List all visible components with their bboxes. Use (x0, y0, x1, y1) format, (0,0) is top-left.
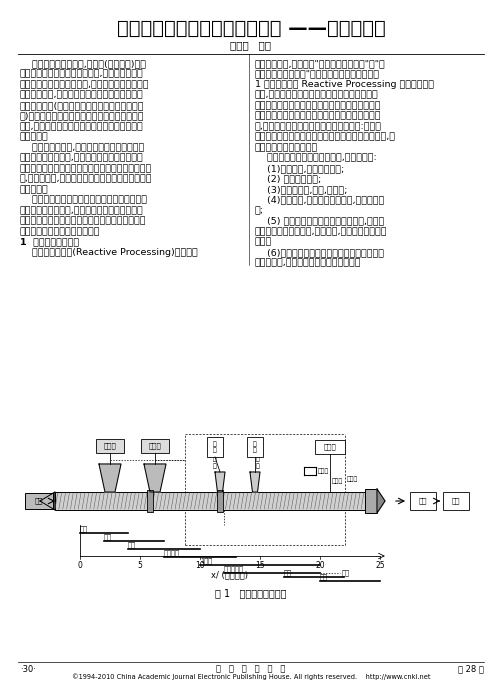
Text: 造粒: 造粒 (418, 498, 426, 504)
Text: 聚合物的加工,其定义是"利用反应的加工法"和"控: 聚合物的加工,其定义是"利用反应的加工法"和"控 (255, 59, 385, 68)
Text: 加料: 加料 (104, 534, 112, 540)
Bar (141, 439, 169, 453)
Text: 熔融: 熔融 (128, 541, 136, 548)
Text: 排出: 排出 (319, 573, 327, 580)
Text: 开始反应: 开始反应 (164, 549, 180, 556)
Text: x/ (螺杆直径): x/ (螺杆直径) (211, 570, 248, 579)
Text: 重要课题。: 重要课题。 (20, 132, 49, 141)
Text: (5) 与聚合物共混等操作可自由组合,脱挥发: (5) 与聚合物共混等操作可自由组合,脱挥发 (255, 217, 383, 226)
Text: 化   工   新   型   材   料: 化 工 新 型 材 料 (216, 665, 285, 674)
Text: 也在迅速发展,特别是不同种类聚合物的复合技术: 也在迅速发展,特别是不同种类聚合物的复合技术 (20, 91, 143, 99)
Text: 料)技术近十几年来正以两位数增长率快速发展。: 料)技术近十几年来正以两位数增长率快速发展。 (20, 112, 144, 121)
Text: 混料器: 混料器 (103, 442, 116, 449)
Text: 性弹性体等产量少、品种多,附加价値高的产品技术: 性弹性体等产量少、品种多,附加价値高的产品技术 (20, 80, 149, 89)
Text: 利用成型加工机实现塑料功能化 ——反应性加工: 利用成型加工机实现塑料功能化 ——反应性加工 (116, 19, 385, 38)
Text: 七
助: 七 助 (256, 457, 260, 469)
Text: 与发展的可行性及存在的问题。: 与发展的可行性及存在的问题。 (20, 227, 100, 236)
Bar (442, 492, 468, 510)
Text: 图 1   反应性加工示意图: 图 1 反应性加工示意图 (215, 588, 286, 598)
Text: 术。本文介绍反应性加工的基本原理并介绍其应用: 术。本文介绍反应性加工的基本原理并介绍其应用 (20, 217, 146, 226)
Text: 排气口: 排气口 (331, 478, 343, 484)
Text: (6)在控制化学结构的同时可以控制细微组织: (6)在控制化学结构的同时可以控制细微组织 (255, 248, 383, 257)
Text: 即聚合物合金(现在是最令人关注的高附加价値塑: 即聚合物合金(现在是最令人关注的高附加价値塑 (20, 101, 144, 110)
Text: 15: 15 (255, 561, 265, 570)
Text: 液
罐: 液 罐 (213, 441, 216, 453)
Text: 热门技术。此技术以已有的聚合物或其他物质作原: 热门技术。此技术以已有的聚合物或其他物质作原 (255, 112, 381, 121)
Text: 七
料: 七 料 (213, 457, 216, 469)
Text: 等的改革。: 等的改革。 (20, 185, 49, 194)
Text: 20: 20 (315, 561, 324, 570)
Bar (55, 492, 364, 510)
Text: ©1994-2010 China Academic Journal Electronic Publishing House. All rights reserv: ©1994-2010 China Academic Journal Electr… (72, 674, 429, 681)
Text: 真空泵: 真空泵 (323, 444, 336, 450)
Text: 液
罐: 液 罐 (253, 441, 257, 453)
Text: 反应性加工就是可以解决这样一些问题的新的: 反应性加工就是可以解决这样一些问题的新的 (20, 196, 147, 204)
Text: (1)操作连续,可小批量生产;: (1)操作连续,可小批量生产; (255, 164, 344, 173)
Polygon shape (40, 492, 55, 510)
Text: 分解: 分解 (341, 569, 349, 576)
Bar (147, 490, 153, 512)
Text: 第 28 卷: 第 28 卷 (457, 665, 483, 674)
Text: 此外,废塑料回收再生技术最近也是塑料工业界的: 此外,废塑料回收再生技术最近也是塑料工业界的 (20, 122, 143, 131)
Text: 5: 5 (137, 561, 142, 570)
Text: 分、造粒、成型加工等,过程简化,可形成一元化操作: 分、造粒、成型加工等,过程简化,可形成一元化操作 (255, 227, 387, 236)
Bar (246, 437, 263, 457)
Text: 料,在螺杆挣出机内进行一系列聚合反应如:共聚、: 料,在螺杆挣出机内进行一系列聚合反应如:共聚、 (255, 122, 381, 131)
Text: ·30·: ·30· (20, 665, 36, 674)
Text: 造高附加价値的聚合物。: 造高附加价値的聚合物。 (255, 143, 318, 152)
Text: 10: 10 (195, 561, 204, 570)
Polygon shape (144, 464, 166, 492)
Text: 随着塑料工业的发展,其产量(接容积计)已大: 随着塑料工业的发展,其产量(接容积计)已大 (20, 59, 146, 68)
Text: 接枝、加成、缩聚、酯交换、分解反应、改性反应等,制: 接枝、加成、缩聚、酯交换、分解反应、改性反应等,制 (255, 132, 395, 141)
Text: 1 所示。日本将 Reactive Processing 译成反应挣出: 1 所示。日本将 Reactive Processing 译成反应挣出 (255, 80, 433, 89)
Text: 电机: 电机 (35, 498, 43, 504)
Text: 成型,可以理解为利用螺杆挣出机作为化学反应装: 成型,可以理解为利用螺杆挣出机作为化学反应装 (255, 91, 378, 99)
Text: 中聚合、挥发分的脱除、分离、干燥、造粒等工序繁: 中聚合、挥发分的脱除、分离、干燥、造粒等工序繁 (20, 164, 152, 173)
Text: 干燥: 干燥 (451, 498, 459, 504)
Text: 等物理结构,可制造具有新物性的聚合物。: 等物理结构,可制造具有新物性的聚合物。 (255, 259, 361, 268)
Text: 过程。: 过程。 (255, 237, 272, 246)
Polygon shape (99, 464, 121, 492)
Text: (4)机动灵活,适合生产不同产品,使用不同原: (4)机动灵活,适合生产不同产品,使用不同原 (255, 196, 383, 204)
Text: 反应性加工与传统聚合法相比,有如下优点:: 反应性加工与传统聚合法相比,有如下优点: (255, 154, 376, 163)
Text: 黄汉生   编译: 黄汉生 编译 (230, 40, 271, 50)
Text: 排气口: 排气口 (346, 477, 358, 482)
Text: 料;: 料; (255, 206, 264, 215)
Text: 多,产品成本高,必须进行节能、简化工艺、减少公害: 多,产品成本高,必须进行节能、简化工艺、减少公害 (20, 174, 152, 183)
Text: 体上与钓铁的总产量相同。同时,工程塑料和热塑: 体上与钓铁的总产量相同。同时,工程塑料和热塑 (20, 69, 143, 78)
Bar (216, 490, 222, 512)
Polygon shape (249, 472, 260, 492)
Bar (409, 492, 435, 510)
Text: 置的聚合物加工技术。此技术多年前在欧洲已成为: 置的聚合物加工技术。此技术多年前在欧洲已成为 (255, 101, 381, 110)
Text: (2) 设备费用较少;: (2) 设备费用较少; (255, 174, 321, 183)
Text: 行了严格的重新评价,认为在聚合物传统的制造法: 行了严格的重新评价,认为在聚合物传统的制造法 (20, 154, 143, 163)
Text: 混料器: 混料器 (148, 442, 161, 449)
Bar (25, 493, 53, 509)
Polygon shape (214, 472, 224, 492)
Text: 1反应: 1反应 (199, 558, 212, 564)
Polygon shape (376, 489, 384, 513)
Bar (96, 439, 124, 453)
Text: 在这样的背景下,近年来对塑料的制造方法进: 在这样的背景下,近年来对塑料的制造方法进 (20, 143, 144, 152)
Text: 聚合物制造与加工法,是近年来特别受到重视的技: 聚合物制造与加工法,是近年来特别受到重视的技 (20, 206, 143, 215)
Text: 所谓反应性加工(Reactive Processing)即反应性: 所谓反应性加工(Reactive Processing)即反应性 (20, 248, 197, 257)
Text: 备料: 备料 (80, 525, 88, 532)
Text: 分解: 分解 (284, 569, 292, 576)
Bar (314, 440, 344, 454)
Text: 冷凝器: 冷凝器 (317, 469, 329, 474)
Text: 制内部结构的加工法"。其基本过程的示意图如图: 制内部结构的加工法"。其基本过程的示意图如图 (255, 69, 379, 78)
Text: 1  反应性加工的特征: 1 反应性加工的特征 (20, 237, 79, 246)
Bar (206, 437, 222, 457)
Text: 25: 25 (374, 561, 384, 570)
Text: (3)不使用溶剂,节能,公害小;: (3)不使用溶剂,节能,公害小; (255, 185, 347, 194)
Bar (364, 489, 376, 513)
Text: 0: 0 (78, 561, 82, 570)
Text: 挥发性发分: 挥发性发分 (223, 565, 243, 572)
